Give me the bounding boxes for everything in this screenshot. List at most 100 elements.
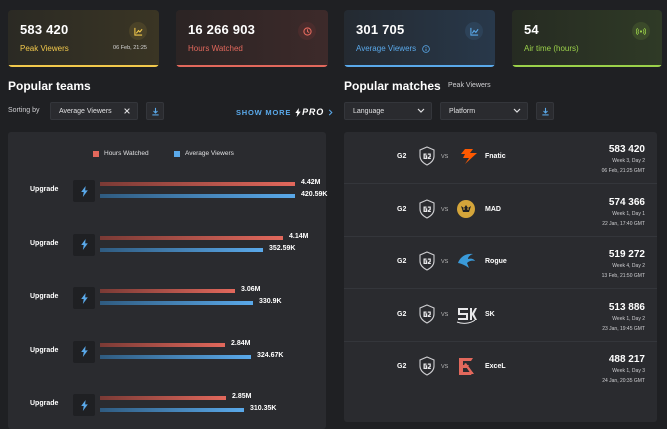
average-viewers-bar [100,247,263,252]
download-matches-button[interactable] [536,102,554,120]
stat-value: 301 705 [356,22,405,37]
upgrade-label[interactable]: Upgrade [30,293,59,300]
match-week: Week 1, Day 2 [612,315,645,322]
show-more-label: SHOW MORE [236,107,292,117]
teams-chart-panel [8,132,326,429]
hours-watched-bar [100,396,226,400]
hours-watched-value: 4.42M [301,179,321,186]
g2-logo-icon [417,303,437,324]
hours-watched-bar [100,342,225,347]
team-b-name[interactable]: SK [485,310,495,318]
match-date: 13 Feb, 21:50 GMT [601,273,645,279]
match-peak-viewers: 513 886 [608,301,645,313]
match-date: 23 Jan, 19:45 GMT [602,325,645,332]
chevron-right-icon [328,109,333,116]
platform-value: Platform [449,107,476,115]
average-viewers-value: 420.59K [301,191,328,198]
download-teams-button[interactable] [146,102,164,120]
team-b-name[interactable]: ExceL [485,363,506,370]
team-row: Upgrade 2.84M 324.67K [30,339,330,369]
row-divider [344,235,657,237]
sorting-value: Average Viewers [59,107,112,115]
upgrade-label[interactable]: Upgrade [30,346,59,354]
stat-date: 06 Feb, 21:25 [113,45,147,51]
hours-watched-value: 4.14M [289,232,309,240]
platform-select[interactable]: Platform [440,102,528,120]
match-row[interactable]: G2 VS Rogue 519 272 Week 4, Day 2 13 Feb, 21:… [344,237,657,289]
legend-hours-label: Hours Watched [104,150,149,157]
match-row[interactable]: G2 VS ExceL 488 217 Week 1, Day 3 24 Jan, 20:… [344,342,657,394]
excel-logo-icon [455,355,477,377]
average-viewers-value: 310.35K [250,405,277,412]
legend-avg-label: Average Viewers [185,150,234,157]
team-row: Upgrade 4.14M 352.59K [30,232,330,262]
team-row: Upgrade 2.85M 310.35K [30,392,330,422]
team-a-name[interactable]: G2 [397,363,407,370]
team-a-name[interactable]: G2 [397,205,407,213]
stat-value: 54 [524,22,539,37]
g2-logo-icon [417,251,437,271]
match-row[interactable]: G2 VS SK 513 886 Week 1, Day 2 23 Jan, 19:45 … [344,290,657,342]
match-week: Week 1, Day 3 [612,368,645,374]
close-icon[interactable] [123,107,131,115]
vs-label: VS [441,259,449,265]
chart-avg-icon [465,22,483,40]
show-more-pro-link[interactable]: SHOW MORE PRO [236,107,333,117]
row-divider [344,340,657,342]
stat-label: Hours Watched [188,44,243,53]
legend-average-viewers: Average Viewers [174,150,234,157]
g2-logo-icon [417,146,437,166]
upgrade-bolt-icon[interactable] [73,233,95,256]
upgrade-bolt-icon[interactable] [73,340,95,363]
upgrade-bolt-icon[interactable] [73,394,95,416]
language-value: Language [353,107,385,115]
hours-watched-value: 2.85M [232,393,252,400]
hours-watched-value: 3.06M [241,286,261,293]
average-viewers-value: 324.67K [257,351,284,359]
team-b-name[interactable]: Rogue [485,258,507,265]
mad-lions-logo-icon [455,198,477,220]
row-divider [344,288,657,289]
team-a-name[interactable]: G2 [397,258,407,265]
language-select[interactable]: Language [344,102,432,120]
upgrade-label[interactable]: Upgrade [30,239,59,247]
average-viewers-bar [100,354,251,359]
team-b-name[interactable]: MAD [485,205,501,213]
pro-label: PRO [302,107,325,117]
match-week: Week 4, Day 2 [612,263,645,269]
sk-logo-icon [455,303,477,325]
chart-up-icon [129,22,147,40]
match-peak-viewers: 519 272 [608,249,645,260]
match-row[interactable]: G2 VS Fnatic 583 420 Week 3, Day 2 06 Feb, 21… [344,132,657,184]
team-row: Upgrade 4.42M 420.59K [30,178,330,208]
team-a-name[interactable]: G2 [397,310,407,318]
match-date: 06 Feb, 21:25 GMT [601,168,645,174]
match-date: 22 Jan, 17:40 GMT [602,220,645,227]
upgrade-bolt-icon[interactable] [73,180,95,202]
team-a-name[interactable]: G2 [397,153,407,160]
stat-card-average-viewers: 301 705 Average Viewers [344,10,495,67]
info-icon[interactable] [422,44,430,53]
broadcast-icon [632,22,650,40]
upgrade-bolt-icon[interactable] [73,287,95,309]
sorting-label: Sorting by [8,107,40,114]
stat-label-text: Average Viewers [356,44,417,53]
upgrade-label[interactable]: Upgrade [30,400,59,407]
team-b-name[interactable]: Fnatic [485,153,506,160]
stat-label: Peak Viewers [20,44,69,53]
matches-panel [344,132,657,422]
row-divider [344,183,657,184]
stat-value: 16 266 903 [188,22,256,37]
vs-label: VS [441,206,449,213]
rogue-logo-icon [455,250,477,272]
match-row[interactable]: G2 VS MAD 574 366 Week 1, Day 1 22 Jan, 17:40… [344,185,657,237]
vs-label: VS [441,311,449,318]
chevron-down-icon [513,108,521,114]
g2-logo-icon [417,356,437,376]
sorting-select[interactable]: Average Viewers [50,102,138,120]
stat-card-hours-watched: 16 266 903 Hours Watched [176,10,328,67]
chevron-down-icon [417,108,425,114]
fnatic-logo-icon [455,145,477,167]
match-peak-viewers: 583 420 [608,144,645,155]
upgrade-label[interactable]: Upgrade [30,186,59,193]
